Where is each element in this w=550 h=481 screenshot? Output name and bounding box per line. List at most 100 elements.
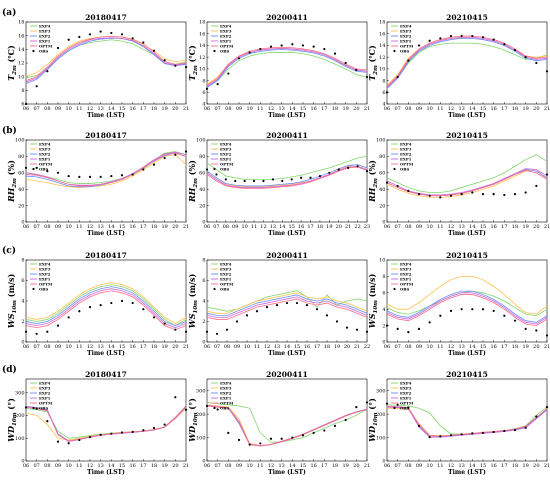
- obs-point: [481, 431, 485, 434]
- x-tick-label: 11: [251, 224, 257, 230]
- y-tick-label: 0: [382, 220, 385, 226]
- obs-point: [271, 178, 274, 181]
- obs-point: [235, 320, 239, 323]
- obs-point: [481, 193, 485, 196]
- obs-point: [24, 166, 28, 169]
- y-tick-label: 20: [379, 203, 385, 209]
- series-line-exp2: [25, 405, 187, 442]
- obs-point: [152, 49, 156, 52]
- obs-point: [356, 165, 359, 168]
- x-tick-label: 08: [405, 224, 411, 230]
- x-tick-label: 10: [246, 106, 252, 112]
- obs-point: [449, 434, 453, 437]
- obs-point: [205, 330, 209, 333]
- obs-point: [428, 436, 431, 439]
- obs-point: [513, 49, 517, 52]
- legend-label: EXP3: [220, 385, 232, 390]
- obs-point: [163, 156, 166, 160]
- obs-point: [513, 428, 517, 432]
- x-tick-label: 07: [394, 106, 400, 112]
- x-tick-label: 09: [416, 224, 422, 230]
- y-axis-label: T2m (℃): [6, 45, 18, 81]
- series-line-exp1: [206, 165, 368, 188]
- x-tick-label: 17: [321, 106, 327, 112]
- obs-point: [535, 61, 538, 65]
- obs-point: [492, 309, 495, 312]
- legend-label: EXP3: [39, 385, 51, 390]
- y-tick-label: 40: [18, 187, 24, 193]
- obs-point: [428, 39, 431, 42]
- plot-frame: [386, 378, 548, 462]
- x-tick-label: 10: [241, 224, 247, 230]
- legend-label: EXP4: [220, 380, 232, 385]
- obs-point: [46, 170, 49, 173]
- obs-point: [252, 179, 256, 183]
- x-tick-label: 21: [354, 344, 360, 350]
- x-axis-label: Time (LST): [87, 112, 125, 119]
- x-tick-label: 19: [334, 344, 340, 350]
- obs-point: [215, 173, 218, 176]
- x-tick-label: 07: [214, 344, 220, 350]
- x-tick-label: 12: [87, 463, 93, 469]
- x-tick-label: 12: [268, 106, 274, 112]
- obs-point: [385, 324, 389, 327]
- x-tick-label: 13: [458, 224, 464, 230]
- obs-point: [269, 45, 273, 48]
- x-tick-label: 16: [490, 106, 496, 112]
- y-tick-label: 300: [196, 388, 206, 394]
- panel-title: 20200411: [266, 251, 308, 260]
- x-tick-label: 06: [204, 224, 210, 230]
- obs-point: [365, 170, 369, 173]
- y-tick-label: 2: [202, 319, 205, 325]
- y-tick-label: 4: [382, 102, 385, 108]
- x-tick-label: 19: [522, 344, 528, 350]
- series-line-exp2: [25, 286, 187, 327]
- obs-point: [396, 327, 399, 330]
- obs-point: [407, 331, 410, 334]
- x-tick-label: 08: [405, 344, 411, 350]
- y-tick-label: 8: [21, 258, 24, 264]
- x-tick-label: 06: [384, 106, 390, 112]
- obs-point: [205, 168, 209, 171]
- x-tick-label: 10: [426, 106, 432, 112]
- obs-point: [492, 193, 495, 196]
- obs-point: [524, 191, 527, 194]
- x-tick-label: 16: [310, 463, 316, 469]
- obs-point: [471, 308, 474, 311]
- obs-point: [78, 438, 81, 442]
- y-tick-label: 0: [202, 340, 205, 346]
- y-tick-label: 10: [18, 74, 24, 80]
- legend-label: EXP1: [400, 395, 412, 400]
- x-tick-label: 13: [97, 344, 103, 350]
- x-tick-label: 10: [426, 344, 432, 350]
- y-axis-label: T2m (℃): [367, 45, 379, 81]
- legend-label: EXP2: [400, 271, 412, 276]
- series-line-exp3: [25, 282, 187, 325]
- x-tick-label: 20: [344, 344, 350, 350]
- obs-point: [205, 87, 209, 90]
- obs-point: [323, 47, 326, 51]
- legend-label: EXP2: [400, 390, 412, 395]
- x-tick-label: 09: [55, 463, 61, 469]
- obs-point: [407, 406, 410, 409]
- y-tick-label: 100: [376, 435, 386, 441]
- obs-point: [285, 301, 289, 305]
- y-tick-label: 0: [21, 459, 24, 465]
- x-tick-label: 20: [172, 463, 178, 469]
- legend-label: EXP1: [39, 156, 51, 161]
- obs-point: [300, 176, 303, 179]
- obs-point: [216, 408, 219, 411]
- series-line-optm: [25, 152, 187, 187]
- x-tick-label: 07: [214, 463, 220, 469]
- panel-title: 20180417: [85, 13, 127, 22]
- x-tick-label: 20: [533, 224, 539, 230]
- obs-point: [396, 75, 399, 79]
- legend-label: EXP3: [39, 146, 51, 151]
- legend-swatch-obs: [393, 287, 396, 291]
- obs-point: [152, 316, 156, 319]
- y-tick-label: 80: [379, 154, 385, 160]
- x-tick-label: 17: [314, 344, 320, 350]
- legend-swatch-obs: [32, 287, 35, 291]
- obs-point: [35, 166, 38, 169]
- obs-point: [417, 327, 421, 330]
